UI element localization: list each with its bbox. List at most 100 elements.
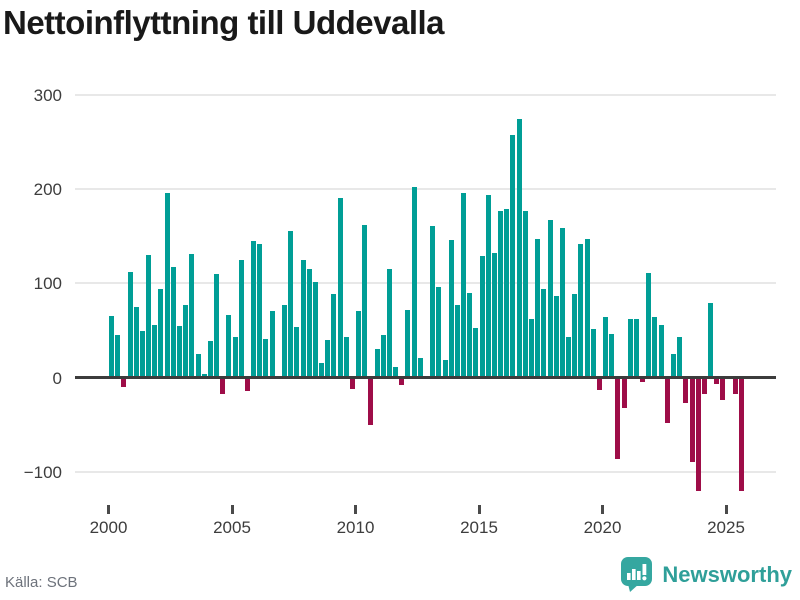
net-migration-bar-chart: 300 200 100 0 −100 2000 2005 2010 2015 2020 2025 bbox=[24, 85, 776, 537]
bar-2020-q2 bbox=[609, 334, 615, 378]
bar-2011-q2 bbox=[386, 269, 392, 378]
bar-2005-q1 bbox=[232, 336, 238, 378]
bar-2017-q1 bbox=[528, 319, 534, 378]
gridline--100 bbox=[75, 470, 776, 473]
bar-2016-q2 bbox=[510, 135, 516, 378]
x-axis-label: 2010 bbox=[336, 518, 375, 537]
bar-2001-q3 bbox=[146, 254, 152, 378]
bar-2008-q1 bbox=[306, 269, 312, 378]
x-axis-tick bbox=[477, 505, 481, 514]
bar-2000-q1 bbox=[109, 316, 115, 378]
bar-2020-q1 bbox=[603, 317, 609, 378]
bar-2010-q3 bbox=[368, 377, 374, 425]
bar-2012-q3 bbox=[417, 357, 423, 378]
bar-2011-q4 bbox=[399, 377, 405, 386]
bar-2004-q1 bbox=[207, 340, 213, 378]
bar-2021-q4 bbox=[646, 272, 652, 378]
bar-2003-q1 bbox=[183, 304, 189, 378]
bar-2007-q4 bbox=[300, 259, 306, 378]
bar-2017-q4 bbox=[547, 219, 553, 378]
bar-2013-q4 bbox=[448, 239, 454, 378]
bar-2016-q1 bbox=[504, 208, 510, 378]
bar-2000-q2 bbox=[115, 335, 121, 378]
bar-2013-q2 bbox=[436, 286, 442, 378]
bar-2022-q1 bbox=[652, 317, 658, 378]
bar-2010-q1 bbox=[356, 310, 362, 378]
bar-2021-q3 bbox=[640, 377, 646, 383]
bar-2019-q4 bbox=[596, 377, 602, 390]
bar-2005-q4 bbox=[251, 240, 257, 378]
bar-2020-q4 bbox=[621, 377, 627, 408]
bar-2014-q4 bbox=[473, 327, 479, 378]
bar-2021-q1 bbox=[627, 319, 633, 378]
bar-2016-q3 bbox=[516, 119, 522, 378]
y-axis-label: 200 bbox=[33, 179, 62, 199]
bar-2015-q2 bbox=[485, 195, 491, 378]
bar-2017-q2 bbox=[535, 238, 541, 378]
bar-2013-q1 bbox=[430, 225, 436, 378]
bar-2023-q3 bbox=[689, 377, 695, 463]
page-title: Nettoinflyttning till Uddevalla bbox=[3, 4, 445, 41]
x-axis-tick bbox=[107, 505, 110, 514]
bar-2019-q2 bbox=[584, 238, 590, 378]
bar-2010-q2 bbox=[362, 224, 368, 378]
bar-2008-q3 bbox=[319, 363, 325, 378]
bar-2023-q1 bbox=[677, 336, 683, 378]
bar-2007-q3 bbox=[294, 326, 300, 378]
bar-2002-q2 bbox=[164, 192, 170, 378]
gridline-200 bbox=[75, 187, 776, 190]
newsworthy-logo-text: Newsworthy bbox=[662, 561, 792, 587]
bar-2023-q4 bbox=[695, 377, 701, 491]
bar-2012-q2 bbox=[411, 186, 417, 378]
bar-2024-q3 bbox=[714, 377, 720, 385]
bar-2006-q2 bbox=[263, 338, 269, 378]
gridline-300 bbox=[75, 93, 776, 96]
bar-2011-q1 bbox=[380, 335, 386, 378]
bar-2009-q3 bbox=[343, 336, 349, 378]
bar-2005-q3 bbox=[244, 377, 250, 391]
y-axis-label: 300 bbox=[33, 85, 62, 105]
bar-2001-q2 bbox=[139, 331, 145, 378]
bar-2019-q3 bbox=[590, 329, 596, 378]
bar-2003-q3 bbox=[195, 353, 201, 378]
bar-2025-q3 bbox=[738, 377, 744, 491]
bar-2004-q4 bbox=[226, 315, 232, 378]
bar-2015-q3 bbox=[491, 252, 497, 378]
bar-2009-q1 bbox=[331, 294, 337, 378]
bar-2005-q2 bbox=[238, 259, 244, 378]
bar-2024-q1 bbox=[701, 377, 707, 395]
bar-2008-q4 bbox=[325, 339, 331, 378]
x-axis-label: 2025 bbox=[707, 518, 745, 537]
bar-2003-q4 bbox=[201, 373, 207, 378]
bar-2015-q4 bbox=[498, 210, 504, 378]
bar-2023-q2 bbox=[683, 377, 689, 403]
x-axis-zero-line bbox=[75, 376, 776, 379]
bar-2017-q3 bbox=[541, 288, 547, 378]
bar-2000-q4 bbox=[127, 271, 133, 378]
bar-2006-q1 bbox=[257, 244, 263, 378]
y-axis-label: 0 bbox=[52, 368, 62, 388]
newsworthy-logo[interactable]: Newsworthy bbox=[620, 556, 792, 593]
y-axis-label: 100 bbox=[33, 274, 62, 294]
bar-2004-q2 bbox=[214, 273, 220, 378]
bar-2000-q3 bbox=[121, 377, 127, 387]
bar-2022-q3 bbox=[664, 377, 670, 423]
gridline-100 bbox=[75, 282, 776, 285]
bar-2024-q4 bbox=[720, 377, 726, 401]
bar-2008-q2 bbox=[312, 282, 318, 378]
x-axis-label: 2020 bbox=[583, 518, 622, 537]
x-axis-tick bbox=[724, 505, 728, 514]
x-axis-label: 2015 bbox=[460, 518, 498, 537]
bar-2018-q4 bbox=[572, 293, 578, 378]
x-axis-tick bbox=[230, 505, 234, 514]
bar-2002-q1 bbox=[158, 288, 164, 378]
bar-2011-q3 bbox=[393, 367, 399, 378]
bar-2002-q4 bbox=[177, 325, 182, 378]
bar-2006-q3 bbox=[269, 310, 275, 378]
bar-2001-q4 bbox=[152, 324, 158, 378]
bar-2021-q2 bbox=[633, 319, 639, 378]
x-axis-label: 2005 bbox=[213, 518, 251, 537]
bar-2015-q1 bbox=[479, 255, 485, 378]
bar-2022-q2 bbox=[658, 324, 664, 378]
bar-2009-q4 bbox=[349, 377, 355, 389]
